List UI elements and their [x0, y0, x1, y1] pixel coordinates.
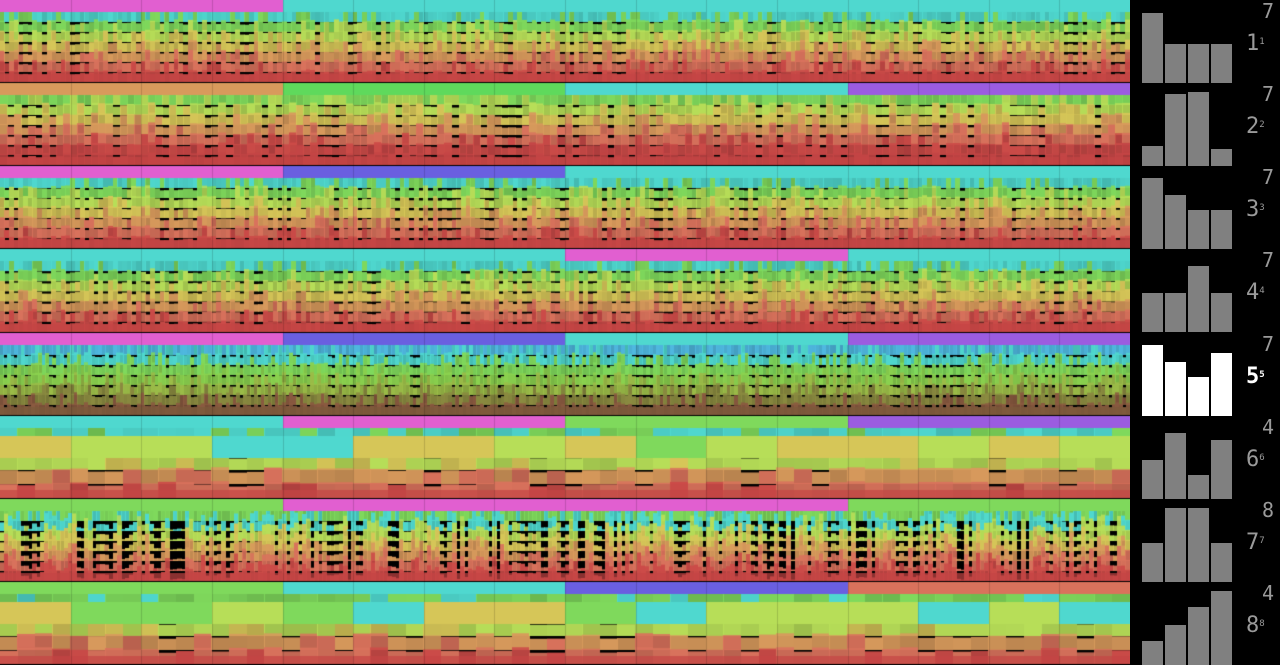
histogram-bar: [1165, 94, 1186, 166]
histogram-bar: [1211, 44, 1232, 83]
pattern-visualization-canvas[interactable]: [0, 0, 1130, 665]
histogram-bar: [1188, 508, 1209, 582]
histogram-bar: [1165, 195, 1186, 249]
track-row-3[interactable]: [0, 166, 1130, 249]
histogram-bar: [1188, 44, 1209, 83]
track-index-number: 8: [1246, 613, 1260, 638]
track-row-2[interactable]: [0, 83, 1130, 166]
track-index-superscript: 2: [1259, 120, 1265, 130]
track-index-superscript: 4: [1259, 286, 1265, 296]
histogram-bar: [1142, 460, 1163, 499]
track-index-superscript: 6: [1259, 453, 1265, 463]
track-index-label: 77: [1246, 531, 1265, 555]
histogram-bar: [1211, 353, 1232, 416]
track-index-superscript: 5: [1259, 370, 1265, 380]
track-index-number: 4: [1246, 280, 1260, 305]
sidebar-track-2[interactable]: 7 22: [1130, 83, 1280, 166]
track-row-1[interactable]: [0, 0, 1130, 83]
track-index-label: 66: [1246, 448, 1265, 472]
track-index-number: 3: [1246, 197, 1260, 222]
track-histogram: [1142, 7, 1234, 83]
track-histogram: [1142, 340, 1234, 416]
track-row-6[interactable]: [0, 416, 1130, 499]
sidebar-track-4[interactable]: 7 44: [1130, 249, 1280, 332]
track-histogram: [1142, 173, 1234, 249]
track-index-superscript: 3: [1259, 203, 1265, 213]
histogram-bar: [1142, 293, 1163, 332]
histogram-bar: [1165, 433, 1186, 499]
histogram-bar: [1188, 607, 1209, 665]
histogram-bar: [1142, 641, 1163, 665]
track-count-label: 7: [1261, 165, 1274, 189]
histogram-bar: [1211, 293, 1232, 332]
histogram-bar: [1142, 146, 1163, 166]
track-histogram: [1142, 423, 1234, 499]
histogram-bar: [1165, 293, 1186, 332]
histogram-bar: [1188, 210, 1209, 249]
track-histogram: [1142, 256, 1234, 332]
sidebar-track-6[interactable]: 4 66: [1130, 416, 1280, 499]
histogram-bar: [1142, 345, 1163, 416]
histogram-bar: [1211, 440, 1232, 499]
histogram-bar: [1211, 591, 1232, 665]
histogram-bar: [1188, 266, 1209, 332]
track-index-number: 6: [1246, 447, 1260, 472]
track-index-superscript: 7: [1259, 536, 1265, 546]
track-sidebar: 7 11 7 22 7 33 7 44 7 55 4 66 8 77 4 88: [1130, 0, 1280, 665]
track-histogram: [1142, 589, 1234, 665]
track-count-label: 7: [1261, 248, 1274, 272]
sidebar-track-5[interactable]: 7 55: [1130, 333, 1280, 416]
track-count-label: 7: [1261, 0, 1274, 23]
track-index-superscript: 1: [1259, 37, 1265, 47]
sidebar-track-3[interactable]: 7 33: [1130, 166, 1280, 249]
histogram-bar: [1165, 508, 1186, 582]
track-count-label: 7: [1261, 82, 1274, 106]
histogram-bar: [1188, 377, 1209, 416]
track-row-8[interactable]: [0, 582, 1130, 665]
histogram-bar: [1188, 92, 1209, 166]
track-index-label: 44: [1246, 281, 1265, 305]
track-row-7[interactable]: [0, 499, 1130, 582]
track-index-label: 55: [1246, 365, 1265, 389]
track-count-label: 4: [1261, 415, 1274, 439]
histogram-bar: [1142, 543, 1163, 582]
track-row-4[interactable]: [0, 249, 1130, 332]
track-index-superscript: 8: [1259, 619, 1265, 629]
track-count-label: 4: [1261, 581, 1274, 605]
sidebar-track-8[interactable]: 4 88: [1130, 582, 1280, 665]
histogram-bar: [1188, 475, 1209, 499]
histogram-bar: [1211, 149, 1232, 166]
sidebar-track-7[interactable]: 8 77: [1130, 499, 1280, 582]
track-index-number: 1: [1246, 31, 1260, 56]
histogram-bar: [1142, 13, 1163, 83]
track-index-label: 88: [1246, 614, 1265, 638]
histogram-bar: [1142, 178, 1163, 249]
track-count-label: 8: [1261, 498, 1274, 522]
track-histogram: [1142, 90, 1234, 166]
track-count-label: 7: [1261, 332, 1274, 356]
track-index-label: 11: [1246, 32, 1265, 56]
track-index-number: 5: [1246, 364, 1260, 389]
track-index-number: 7: [1246, 530, 1260, 555]
histogram-bar: [1165, 362, 1186, 416]
histogram-bar: [1165, 625, 1186, 665]
histogram-bar: [1211, 210, 1232, 249]
histogram-bar: [1165, 44, 1186, 83]
track-index-label: 22: [1246, 115, 1265, 139]
track-row-5[interactable]: [0, 333, 1130, 416]
sidebar-track-1[interactable]: 7 11: [1130, 0, 1280, 83]
histogram-bar: [1211, 543, 1232, 582]
track-histogram: [1142, 506, 1234, 582]
track-index-number: 2: [1246, 114, 1260, 139]
track-index-label: 33: [1246, 198, 1265, 222]
